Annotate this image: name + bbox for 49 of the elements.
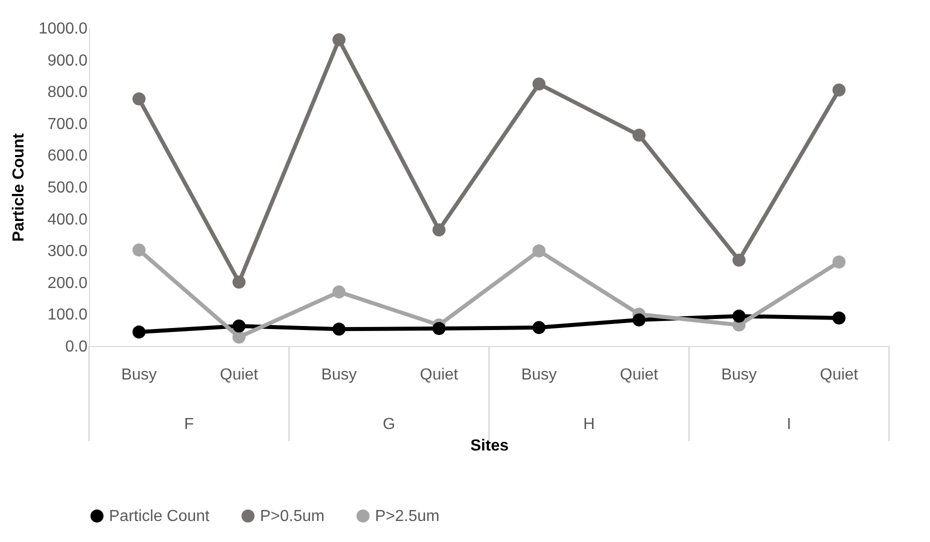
y-tick-label: 200.0 [47,274,88,292]
point [332,322,346,336]
point [532,77,546,90]
text: I [786,416,792,433]
x-tick-label: Quiet [820,366,859,384]
point [132,92,146,106]
point [132,243,146,256]
x-tick-label: Quiet [620,366,659,384]
point [832,312,846,325]
y-tick-label: 600.0 [47,148,88,165]
point [632,313,646,326]
x-tick-label: Quiet [420,366,459,384]
point [332,285,346,298]
point [732,254,746,267]
text: G [382,416,396,433]
y-tick-label: 700.0 [47,116,88,133]
y-tick-label: 400.0 [47,211,88,228]
point [432,223,446,236]
y-tick-label: 0.0 [65,338,88,356]
x-tick-label: Quiet [220,366,259,384]
x-tick-label: Busy [121,366,157,384]
point [232,330,246,344]
y-tick-label: 900.0 [47,52,88,70]
point [832,256,846,269]
legend-label: Particle Count [109,508,210,525]
point [232,276,246,289]
y-tick-label: 100.0 [47,306,88,324]
y-tick-label: 500.0 [47,180,88,196]
point [832,84,846,97]
point [532,244,546,258]
x-tick-label: Busy [721,366,757,384]
y-tick-label: 800.0 [47,84,88,102]
point [332,33,346,46]
y-tick-label: 1000.0 [38,20,88,38]
point [532,321,546,334]
text: H [583,416,595,433]
y-axis-title: Particle Count [10,132,28,242]
legend-label: P>2.5um [375,508,440,525]
legend-label: P>0.5um [260,508,324,525]
point [632,128,646,142]
text: F [184,416,194,433]
point [732,310,746,323]
point [132,326,146,339]
point [432,322,446,336]
x-tick-label: Busy [521,366,557,384]
y-tick-label: 300.0 [47,243,88,260]
x-axis-title: Sites [470,438,509,454]
point [232,319,246,332]
x-tick-label: Busy [321,366,357,384]
